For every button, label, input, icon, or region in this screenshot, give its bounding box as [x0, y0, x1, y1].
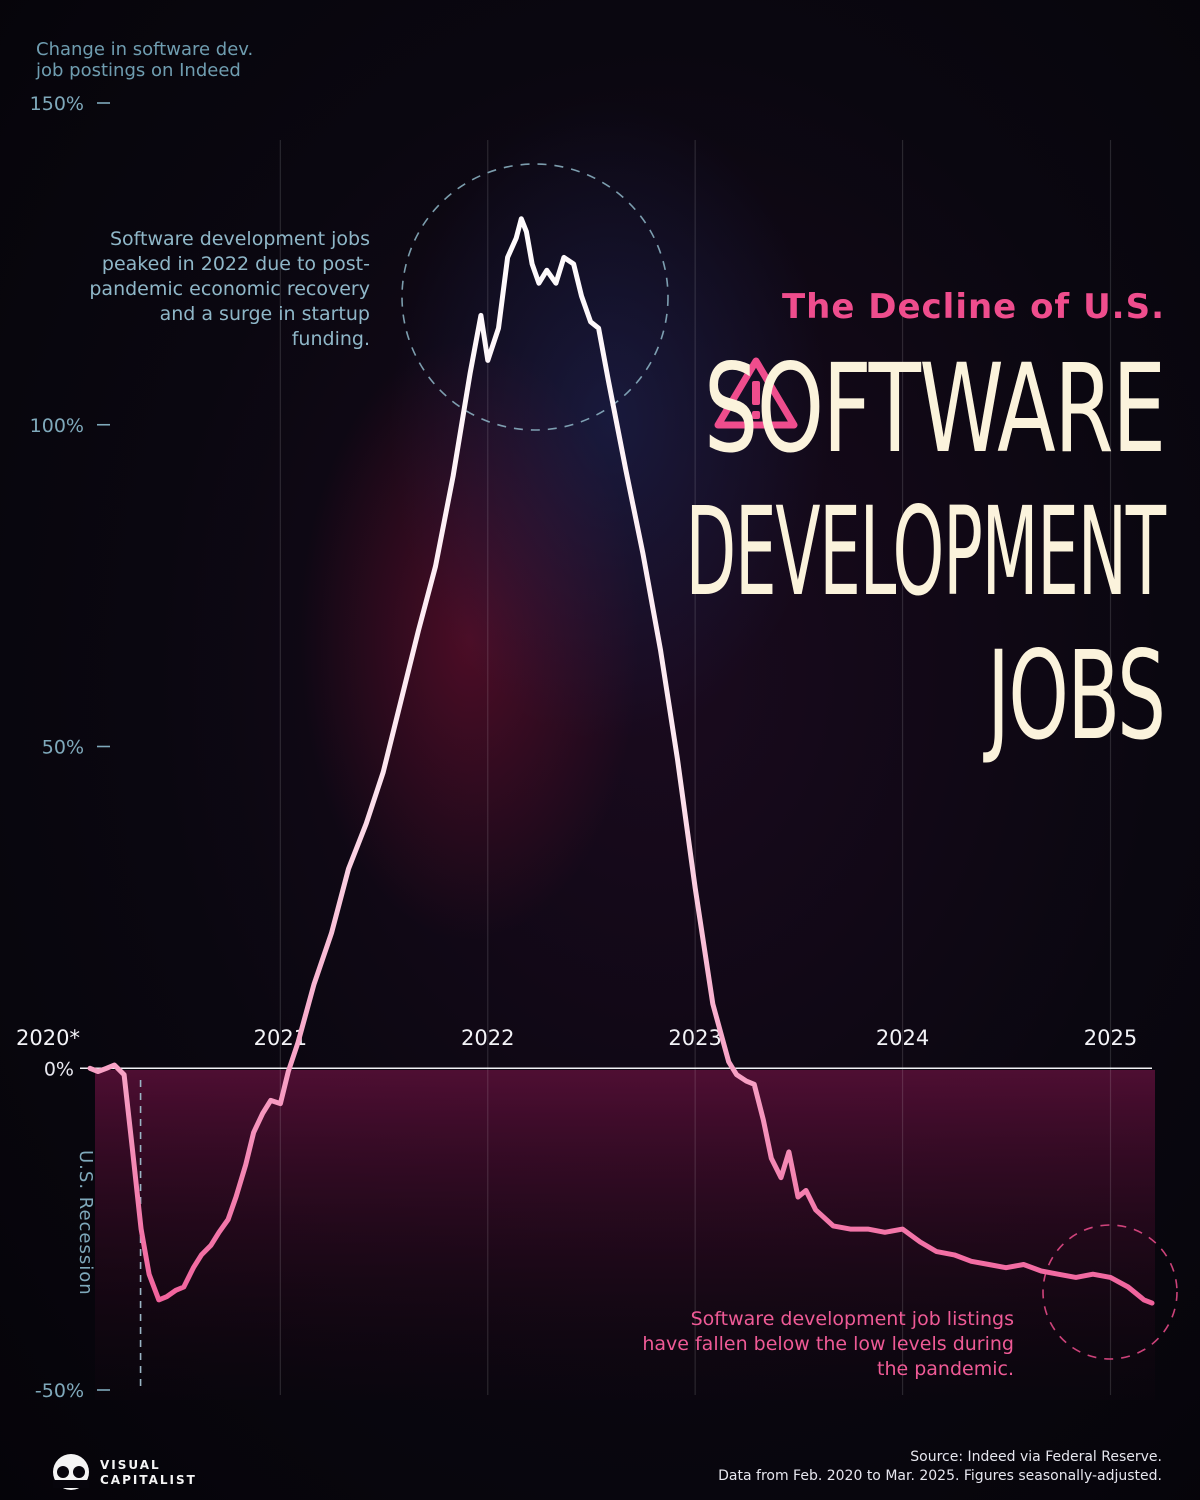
recession-label: U.S. Recession [75, 1150, 96, 1296]
peak-annotation: Software development jobs peaked in 2022… [89, 228, 370, 350]
brand-wordmark: VISUAL CAPITALIST [100, 1458, 197, 1488]
x-tick-label: 2023 [668, 1026, 721, 1050]
background-glow-blue [390, 100, 830, 740]
title-line-3: JOBS [987, 625, 1166, 767]
x-tick-label: 2025 [1084, 1026, 1137, 1050]
x-tick-label: 2020* [16, 1026, 80, 1050]
title-line-2: DEVELOPMENT [685, 481, 1166, 623]
source-line-2: Data from Feb. 2020 to Mar. 2025. Figure… [718, 1468, 1162, 1484]
y-axis-label-line1: Change in software dev. [36, 39, 253, 60]
peak-highlight-circle [401, 163, 669, 431]
y-axis: 150% 100% 50% 0% -50% [30, 93, 110, 1402]
series-line [87, 216, 1155, 1306]
x-axis: 2020* 2021 2022 2023 2024 2025 [16, 1026, 1137, 1050]
low-annotation: Software development job listings have f… [642, 1308, 1014, 1380]
y-tick-label: 150% [30, 93, 84, 115]
subtitle: The Decline of U.S. [781, 287, 1165, 327]
brand-logo: VISUAL CAPITALIST [48, 1452, 195, 1497]
negative-zone [95, 1070, 1155, 1400]
y-tick-label: 0% [44, 1058, 74, 1080]
y-tick-label: 50% [42, 737, 84, 759]
source-line-1: Source: Indeed via Federal Reserve. [910, 1449, 1162, 1465]
title-line-1: SOFTWARE [704, 338, 1166, 480]
visual-capitalist-logo-icon [53, 1454, 89, 1490]
brand-line-2: CAPITALIST [100, 1473, 197, 1487]
source-note: Source: Indeed via Federal Reserve. Data… [718, 1448, 1162, 1486]
y-axis-label-line2: job postings on Indeed [35, 60, 241, 81]
low-highlight-circle [1042, 1224, 1178, 1360]
gridlines [279, 140, 1112, 1395]
x-tick-label: 2022 [461, 1026, 514, 1050]
warning-triangle-icon [714, 357, 798, 429]
brand-line-1: VISUAL [100, 1458, 161, 1472]
x-tick-label: 2024 [876, 1026, 929, 1050]
y-tick-label: 100% [30, 415, 84, 437]
y-tick-label: -50% [35, 1380, 84, 1402]
